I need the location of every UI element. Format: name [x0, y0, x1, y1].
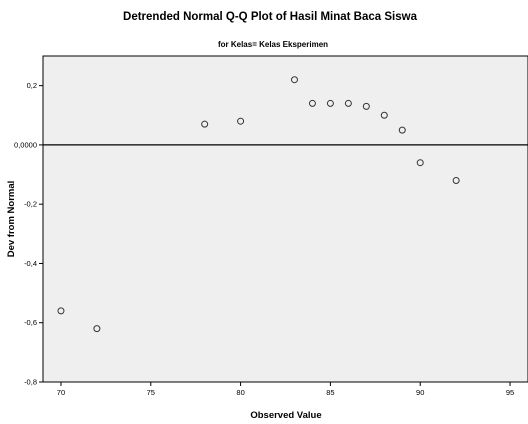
y-tick-label: -0,8	[24, 378, 37, 387]
data-point	[398, 126, 406, 134]
data-point	[290, 76, 298, 84]
x-axis-ticks: 70 75 80 85 90 95	[57, 382, 514, 397]
data-point	[416, 159, 424, 167]
data-point	[57, 307, 65, 315]
y-tick-label: 0,2	[27, 81, 37, 90]
data-point	[362, 102, 370, 110]
data-point	[237, 117, 245, 125]
y-tick-label: -0,6	[24, 318, 37, 327]
y-tick-label: -0,4	[24, 259, 37, 268]
x-tick-label: 75	[147, 388, 155, 397]
x-tick-label: 85	[326, 388, 334, 397]
x-tick-label: 90	[416, 388, 424, 397]
x-axis-title: Observed Value	[250, 410, 321, 421]
data-point	[452, 176, 460, 184]
x-tick-label: 80	[236, 388, 244, 397]
chart-subtitle: for Kelas= Kelas Eksperimen	[218, 40, 328, 49]
x-tick-label: 95	[506, 388, 514, 397]
plot-area	[42, 55, 528, 383]
y-tick-label: 0,0000	[14, 140, 37, 149]
data-point	[93, 325, 101, 333]
data-point	[308, 99, 316, 107]
chart-title: Detrended Normal Q-Q Plot of Hasil Minat…	[123, 11, 418, 23]
x-tick-label: 70	[57, 388, 65, 397]
data-point	[201, 120, 209, 128]
y-tick-label: -0,2	[24, 200, 37, 209]
data-point	[380, 111, 388, 119]
data-point	[344, 99, 352, 107]
y-axis-title: Dev from Normal	[6, 181, 17, 258]
data-point	[326, 99, 334, 107]
data-points	[57, 76, 460, 333]
y-axis-ticks: 0,2 0,0000 -0,2 -0,4 -0,6 -0,8	[14, 81, 43, 387]
